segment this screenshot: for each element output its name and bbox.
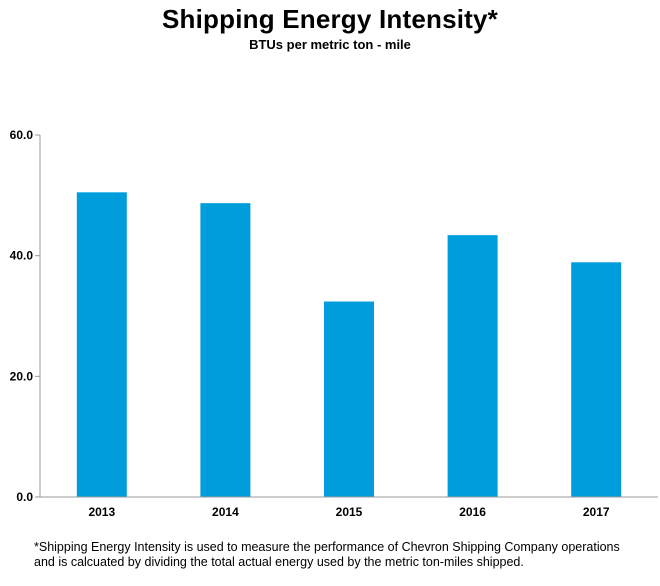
y-tick-label-3: 60.0 xyxy=(10,128,34,142)
y-tick-label-2: 40.0 xyxy=(10,249,34,263)
x-tick-label-2013: 2013 xyxy=(88,505,115,519)
chart-title: Shipping Energy Intensity* xyxy=(161,4,498,34)
bar-2016 xyxy=(447,235,498,498)
footnote-line-1: *Shipping Energy Intensity is used to me… xyxy=(34,540,620,554)
y-tick-label-0: 0.0 xyxy=(16,490,33,504)
labels-layer: 2013 2014 2015 2016 2017 0.0 20.0 40.0 60.0 xyxy=(10,128,610,519)
x-tick-label-2014: 2014 xyxy=(212,505,239,519)
y-tick-label-1: 20.0 xyxy=(10,369,34,383)
axes-layer xyxy=(35,134,658,498)
x-tick-label-2017: 2017 xyxy=(583,505,610,519)
x-tick-label-2015: 2015 xyxy=(336,505,363,519)
bars-layer xyxy=(76,192,622,498)
bar-2015 xyxy=(324,301,374,497)
bar-2013 xyxy=(76,192,127,498)
footnote: *Shipping Energy Intensity is used to me… xyxy=(34,540,654,570)
bar-2014 xyxy=(200,203,251,497)
x-tick-label-2016: 2016 xyxy=(459,505,486,519)
bar-2017 xyxy=(571,262,622,497)
footnote-line-2: and is calcuated by dividing the total a… xyxy=(34,555,524,569)
chart-subtitle: BTUs per metric ton - mile xyxy=(249,37,411,52)
